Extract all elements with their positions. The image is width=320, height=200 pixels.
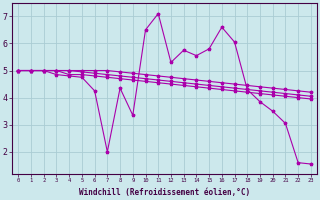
X-axis label: Windchill (Refroidissement éolien,°C): Windchill (Refroidissement éolien,°C)	[79, 188, 250, 197]
